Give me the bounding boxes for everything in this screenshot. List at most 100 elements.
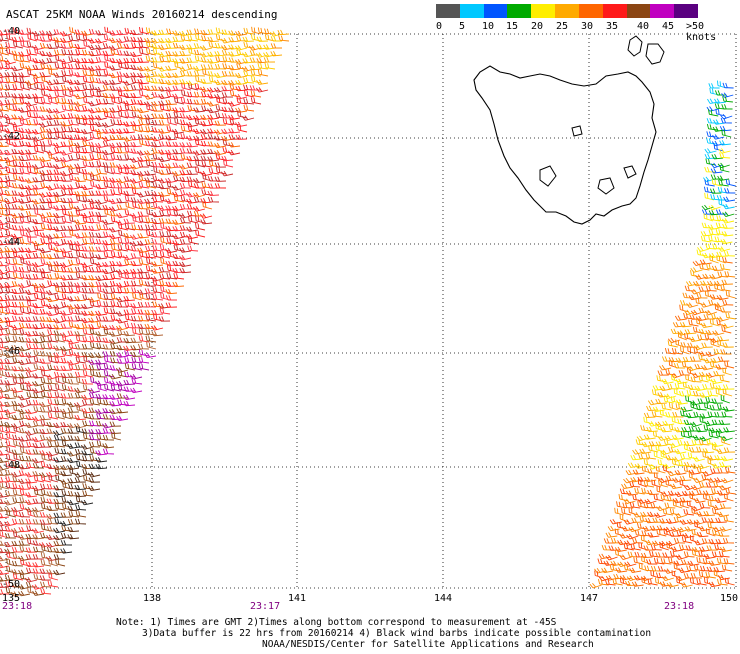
wind-barb	[687, 346, 697, 355]
wind-barb	[6, 117, 17, 126]
wind-barb	[11, 213, 24, 219]
wind-barb	[166, 188, 178, 196]
wind-barb	[12, 76, 24, 84]
wind-barb	[0, 278, 3, 280]
wind-barb	[0, 231, 10, 238]
wind-barb	[661, 356, 674, 362]
wind-barb	[699, 502, 711, 509]
wind-barb	[19, 307, 31, 315]
wind-barb	[117, 147, 129, 154]
wind-barb	[0, 43, 10, 49]
wind-barb	[47, 175, 59, 182]
wind-barb	[172, 260, 185, 267]
wind-barb	[55, 54, 66, 63]
wind-barb	[39, 434, 52, 441]
wind-barb	[679, 475, 692, 482]
wind-barb	[717, 186, 729, 194]
wind-barb	[11, 344, 24, 351]
wind-barb	[704, 153, 717, 160]
wind-barb	[97, 215, 108, 224]
wind-barb	[710, 194, 722, 201]
wind-barb	[60, 157, 73, 163]
wind-barb	[623, 543, 634, 551]
wind-barb	[703, 553, 716, 560]
wind-barb	[54, 399, 66, 406]
wind-barb	[0, 189, 10, 196]
wind-barb	[95, 232, 108, 238]
wind-barb	[124, 209, 136, 217]
wind-barb	[118, 271, 129, 280]
wind-barb	[33, 77, 45, 84]
wind-barb	[0, 582, 10, 588]
wind-barb	[137, 198, 150, 205]
wind-barb	[243, 98, 255, 105]
wind-barb	[61, 448, 73, 455]
wind-barb	[88, 225, 101, 231]
wind-barb	[680, 410, 691, 418]
wind-barb	[165, 50, 178, 57]
wind-barb	[151, 231, 164, 238]
wind-barb	[6, 180, 17, 189]
wind-barb	[214, 79, 227, 86]
wind-barb	[684, 443, 694, 453]
tasmania-coastline	[473, 35, 665, 225]
wind-barb	[68, 259, 80, 266]
wind-barb	[81, 224, 94, 231]
wind-barb	[53, 534, 66, 541]
wind-barb	[0, 342, 10, 350]
wind-barb	[124, 153, 136, 161]
wind-barb	[5, 336, 17, 343]
wind-barb	[96, 168, 108, 175]
wind-barb	[124, 195, 136, 203]
wind-barb	[152, 279, 164, 287]
right-swath-barbs	[589, 80, 736, 589]
wind-barb	[722, 537, 735, 544]
wind-barb	[26, 482, 38, 490]
wind-barb	[75, 272, 87, 280]
wind-barb	[130, 303, 143, 309]
wind-barb	[698, 354, 709, 362]
wind-barb	[623, 564, 635, 572]
wind-barb	[46, 273, 59, 280]
wind-barb	[69, 26, 80, 35]
wind-barb	[714, 103, 726, 110]
wind-barb	[41, 489, 52, 497]
wind-barb	[47, 412, 59, 420]
wind-barb	[708, 431, 719, 439]
wind-barb	[221, 79, 234, 86]
wind-barb	[222, 63, 234, 70]
wind-barb	[137, 309, 150, 315]
wind-barb	[138, 335, 150, 343]
wind-barb	[11, 373, 24, 379]
wind-barb	[82, 174, 94, 182]
wind-barb	[152, 251, 164, 259]
wind-barb	[82, 336, 94, 343]
wind-barb	[18, 283, 31, 289]
wind-barb	[152, 286, 164, 294]
wind-barb	[95, 184, 108, 190]
wind-barb	[53, 512, 66, 518]
wind-barb	[207, 190, 220, 196]
wind-barb	[716, 294, 729, 301]
wind-barb	[244, 90, 255, 98]
wind-barb	[67, 451, 80, 457]
wind-barb	[186, 155, 199, 162]
wind-barb	[45, 542, 59, 548]
wind-barb	[116, 352, 129, 358]
wind-barb	[146, 208, 157, 217]
wind-barb	[687, 560, 700, 567]
wind-barb	[74, 29, 87, 35]
wind-barb	[61, 104, 73, 112]
wind-barb	[110, 357, 122, 364]
wind-barb	[6, 509, 17, 518]
wind-barb	[709, 188, 722, 194]
wind-barb	[679, 500, 690, 509]
wind-barb	[193, 211, 206, 217]
wind-barb	[130, 213, 143, 219]
wind-barb	[696, 489, 708, 495]
wind-barb	[200, 98, 213, 105]
wind-barb	[627, 551, 639, 558]
wind-barb	[104, 54, 115, 63]
wind-barb	[18, 29, 31, 35]
wind-barb	[714, 304, 725, 313]
